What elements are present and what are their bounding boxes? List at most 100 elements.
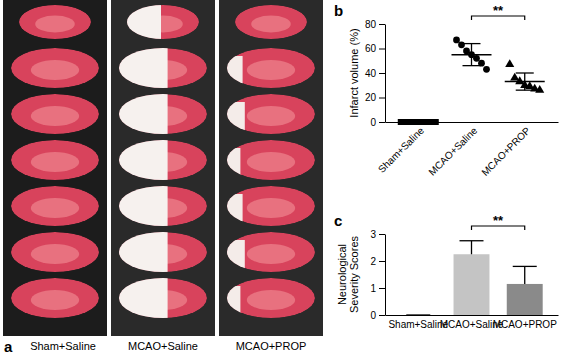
figure: aSham+SalineMCAO+SalineMCAO+PROP02040608…: [0, 0, 567, 357]
data-point: [453, 37, 460, 44]
brain-slice: [225, 186, 315, 226]
brain-slice: [225, 278, 315, 318]
infarct-region: [225, 194, 243, 224]
brain-slice: [225, 232, 315, 272]
x-tick-label: Sham+Saline: [376, 125, 426, 175]
brain-slice: [117, 184, 207, 228]
panel-a: aSham+SalineMCAO+SalineMCAO+PROP: [0, 0, 327, 357]
slice-core: [247, 290, 295, 310]
error-bar: [516, 73, 534, 90]
y-tick: 0: [370, 117, 385, 128]
brain-slice: [11, 278, 99, 318]
brain-slice: [117, 230, 207, 274]
panel-b: 020406080Sham+SalineMCAO+SalineMCAO+PROP…: [334, 2, 559, 178]
y-tick-mark: [379, 315, 385, 316]
brain-slice: [11, 186, 99, 226]
y-tick: 1: [370, 283, 385, 294]
y-tick-label: 1: [370, 283, 376, 294]
y-tick-label: 3: [370, 229, 376, 240]
slice-core: [31, 60, 79, 80]
panel-letter: a: [4, 338, 13, 355]
bar: [454, 254, 490, 315]
slice-core: [31, 244, 79, 264]
infarct-region: [225, 240, 245, 270]
slice-tissue: [235, 5, 307, 39]
slice-tissue: [11, 278, 99, 318]
x-tick-label: MCAO+PROP: [479, 125, 532, 178]
label-strip: [0, 336, 327, 357]
y-tick-label: 40: [365, 68, 377, 79]
data-point: [535, 85, 544, 93]
panel-letter: b: [334, 2, 343, 19]
data-point: [473, 55, 480, 62]
infarct-region: [125, 3, 161, 41]
slice-tissue: [11, 48, 99, 88]
panel-letter: c: [334, 212, 342, 229]
y-tick-label: 0: [370, 117, 376, 128]
y-tick: 40: [365, 68, 385, 79]
y-tick-mark: [379, 261, 385, 262]
error-bar-cap: [516, 72, 534, 73]
panel-c: 0 1 2 3 Sham+SalineMCAO+SalineMCAO+PROP Neuro…: [334, 212, 559, 330]
x-tick: Sham+Saline: [376, 122, 426, 175]
error-bar-cap: [460, 240, 484, 241]
error-bar-cap: [463, 43, 481, 44]
data-point: [458, 41, 465, 48]
y-tick: 0: [370, 310, 385, 321]
y-tick-mark: [379, 234, 385, 235]
y-tick-mark: [379, 122, 385, 123]
slice-tissue: [11, 94, 99, 134]
brain-slice: [19, 5, 91, 39]
brain-slice: [117, 276, 207, 320]
y-tick-label: 60: [365, 43, 377, 54]
error-bar-stem: [471, 44, 472, 66]
bar: [507, 284, 543, 315]
x-tick: MCAO+PROP: [479, 122, 532, 178]
y-tick-mark: [379, 73, 385, 74]
error-bar: [513, 266, 537, 284]
y-tick-mark: [379, 98, 385, 99]
brain-slice: [225, 140, 315, 180]
x-tick: MCAO+Saline: [426, 122, 479, 178]
photo-background: [219, 0, 323, 336]
data-point: [505, 59, 514, 67]
slice-core: [247, 198, 295, 218]
brain-slice: [117, 92, 207, 136]
infarct-region: [225, 102, 245, 132]
plot-marks: [398, 37, 545, 125]
brain-slice: [225, 48, 315, 88]
infarct-region: [117, 46, 168, 90]
brain-slice: [225, 94, 315, 134]
y-tick-mark: [379, 49, 385, 50]
infarct-region: [225, 148, 240, 178]
photo-background: [111, 0, 215, 336]
significance-label: **: [493, 213, 504, 228]
y-tick: 2: [370, 256, 385, 267]
y-tick: 60: [365, 43, 385, 54]
y-tick-label: 80: [365, 19, 377, 30]
x-axis: Sham+SalineMCAO+SalineMCAO+PROP: [386, 315, 559, 330]
brain-slice: [117, 46, 207, 90]
y-tick-mark: [379, 24, 385, 25]
error-bar-cap: [516, 90, 534, 91]
y-tick-label: 0: [370, 310, 376, 321]
y-axis: 0 1 2 3: [370, 229, 385, 321]
error-bar-stem: [471, 241, 472, 255]
error-bar-stem: [524, 266, 525, 284]
y-axis-title-line: Neurological: [336, 244, 348, 305]
photo-background: [3, 0, 107, 336]
error-bar: [463, 44, 481, 66]
slice-tissue: [11, 140, 99, 180]
y-axis-title: NeurologicalSeverity Scores: [336, 235, 360, 313]
x-axis: Sham+SalineMCAO+SalineMCAO+PROP: [376, 122, 558, 178]
brain-slice: [117, 138, 207, 182]
group-label: MCAO+Saline: [128, 340, 198, 352]
error-bar-cap: [463, 65, 481, 66]
brain-slice: [235, 5, 307, 39]
error-bar-stem: [524, 73, 525, 90]
significance-label: **: [493, 3, 504, 18]
slice-core: [247, 152, 295, 172]
slice-tissue: [19, 5, 91, 39]
x-tick-label: MCAO+Saline: [426, 125, 479, 178]
brain-slice: [11, 140, 99, 180]
